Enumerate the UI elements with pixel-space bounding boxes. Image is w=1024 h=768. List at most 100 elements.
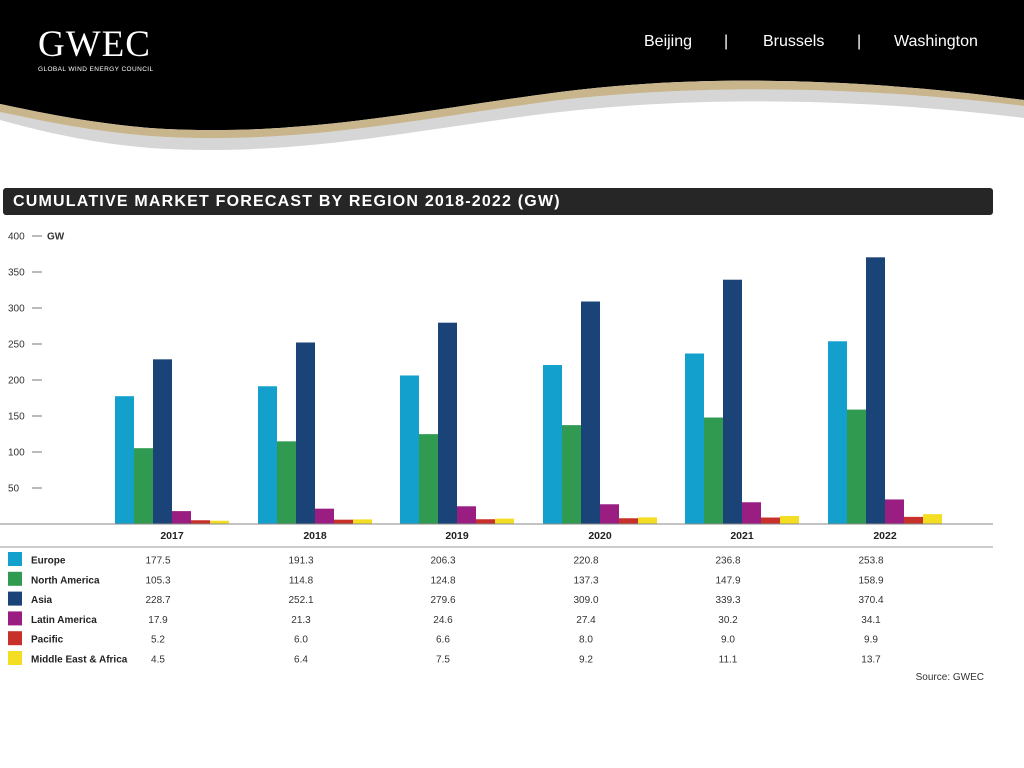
x-tick-label: 2020 (588, 530, 612, 542)
y-tick-label: 150 (8, 412, 25, 423)
bar-pacific-2022 (904, 516, 923, 524)
nav-separator: | (724, 33, 729, 50)
bar-pacific-2021 (761, 517, 780, 524)
bar-pacific-2020 (619, 518, 638, 524)
y-tick-label: 100 (8, 448, 25, 459)
nav-link-washington[interactable]: Washington (894, 33, 978, 50)
page-header: GWEC GLOBAL WIND ENERGY COUNCIL Beijing … (0, 0, 1024, 160)
bar-middle-east-africa-2017 (210, 520, 229, 524)
bar-europe-2019 (400, 375, 419, 524)
table-cell: 9.9 (864, 635, 878, 646)
bar-north-america-2020 (562, 425, 581, 524)
bar-latin-america-2017 (172, 511, 191, 524)
table-cell: 6.6 (436, 635, 450, 646)
legend-label: Latin America (31, 615, 97, 626)
header-swoosh (0, 0, 1024, 150)
bar-middle-east-africa-2020 (638, 517, 657, 524)
table-cell: 177.5 (145, 556, 170, 567)
logo-wordmark: GWEC (38, 24, 151, 65)
bar-pacific-2018 (334, 519, 353, 524)
bar-asia-2019 (438, 322, 457, 524)
x-tick-label: 2021 (730, 530, 754, 542)
bar-europe-2022 (828, 341, 847, 524)
bar-latin-america-2022 (885, 499, 904, 524)
x-tick-label: 2022 (873, 530, 897, 542)
bar-pacific-2019 (476, 519, 495, 524)
bar-middle-east-africa-2019 (495, 518, 514, 524)
source-note: Source: GWEC (915, 672, 984, 683)
table-cell: 5.2 (151, 635, 165, 646)
table-cell: 252.1 (288, 595, 313, 606)
table-cell: 9.0 (721, 635, 735, 646)
legend-label: Asia (31, 595, 53, 606)
bar-chart: 50 100 150 200 250 300 350 400 GW 2017 2018 2019 202… (0, 232, 993, 666)
bar-asia-2018 (296, 342, 315, 524)
y-tick-label: 350 (8, 268, 25, 279)
table-cell: 6.4 (294, 655, 308, 666)
legend-label: Europe (31, 556, 66, 567)
bar-north-america-2021 (704, 417, 723, 524)
nav-separator: | (857, 33, 862, 50)
legend-swatch (8, 631, 22, 646)
table-cell: 34.1 (861, 615, 881, 626)
table-cell: 105.3 (145, 575, 170, 586)
table-cell: 8.0 (579, 635, 593, 646)
table-cell: 253.8 (858, 556, 883, 567)
table-cell: 17.9 (148, 615, 168, 626)
y-tick-label: 400 (8, 232, 25, 243)
nav-link-beijing[interactable]: Beijing (644, 33, 693, 50)
table-cell: 158.9 (858, 575, 883, 586)
table-cell: 4.5 (151, 655, 165, 666)
table-cell: 21.3 (291, 615, 311, 626)
bar-asia-2020 (581, 301, 600, 524)
bar-europe-2020 (543, 365, 562, 524)
chart-title-bar: CUMULATIVE MARKET FORECAST BY REGION 201… (3, 188, 993, 215)
bar-middle-east-africa-2018 (353, 519, 372, 524)
bar-latin-america-2018 (315, 508, 334, 524)
bar-pacific-2017 (191, 520, 210, 524)
table-cell: 206.3 (430, 556, 455, 567)
legend-label: Pacific (31, 635, 64, 646)
nav-link-brussels[interactable]: Brussels (763, 33, 825, 50)
table-cell: 137.3 (573, 575, 598, 586)
logo-subtitle: GLOBAL WIND ENERGY COUNCIL (38, 66, 154, 73)
legend-swatch (8, 591, 22, 606)
bar-north-america-2019 (419, 434, 438, 524)
table-cell: 6.0 (294, 635, 308, 646)
bar-europe-2021 (685, 353, 704, 524)
legend-swatch (8, 571, 22, 586)
bar-middle-east-africa-2022 (923, 514, 942, 524)
bar-latin-america-2021 (742, 502, 761, 524)
x-tick-label: 2018 (303, 530, 327, 542)
table-cell: 191.3 (288, 556, 313, 567)
legend-swatch (8, 552, 22, 566)
y-tick-label: 250 (8, 340, 25, 351)
bar-asia-2017 (153, 359, 172, 524)
y-tick-label: 200 (8, 376, 25, 387)
legend-label: North America (31, 575, 100, 586)
table-cell: 30.2 (718, 615, 738, 626)
table-cell: 147.9 (715, 575, 740, 586)
table-cell: 11.1 (719, 655, 738, 666)
gwec-logo: GWEC GLOBAL WIND ENERGY COUNCIL (38, 24, 154, 74)
table-cell: 27.4 (576, 615, 596, 626)
y-axis-unit-label: GW (47, 232, 65, 243)
table-cell: 114.8 (289, 575, 314, 586)
x-tick-label: 2019 (445, 530, 469, 542)
bar-europe-2018 (258, 386, 277, 524)
bar-latin-america-2019 (457, 506, 476, 524)
bar-asia-2021 (723, 279, 742, 524)
bar-middle-east-africa-2021 (780, 516, 799, 524)
bar-europe-2017 (115, 396, 134, 524)
chart-title: CUMULATIVE MARKET FORECAST BY REGION 201… (13, 193, 561, 210)
bar-asia-2022 (866, 257, 885, 524)
legend-label: Middle East & Africa (31, 655, 128, 666)
table-cell: 236.8 (715, 556, 740, 567)
bar-north-america-2017 (134, 448, 153, 524)
bar-latin-america-2020 (600, 504, 619, 524)
table-cell: 24.6 (433, 615, 453, 626)
table-cell: 7.5 (436, 655, 450, 666)
y-tick-label: 300 (8, 304, 25, 315)
legend-swatch (8, 611, 22, 626)
bar-north-america-2018 (277, 441, 296, 524)
